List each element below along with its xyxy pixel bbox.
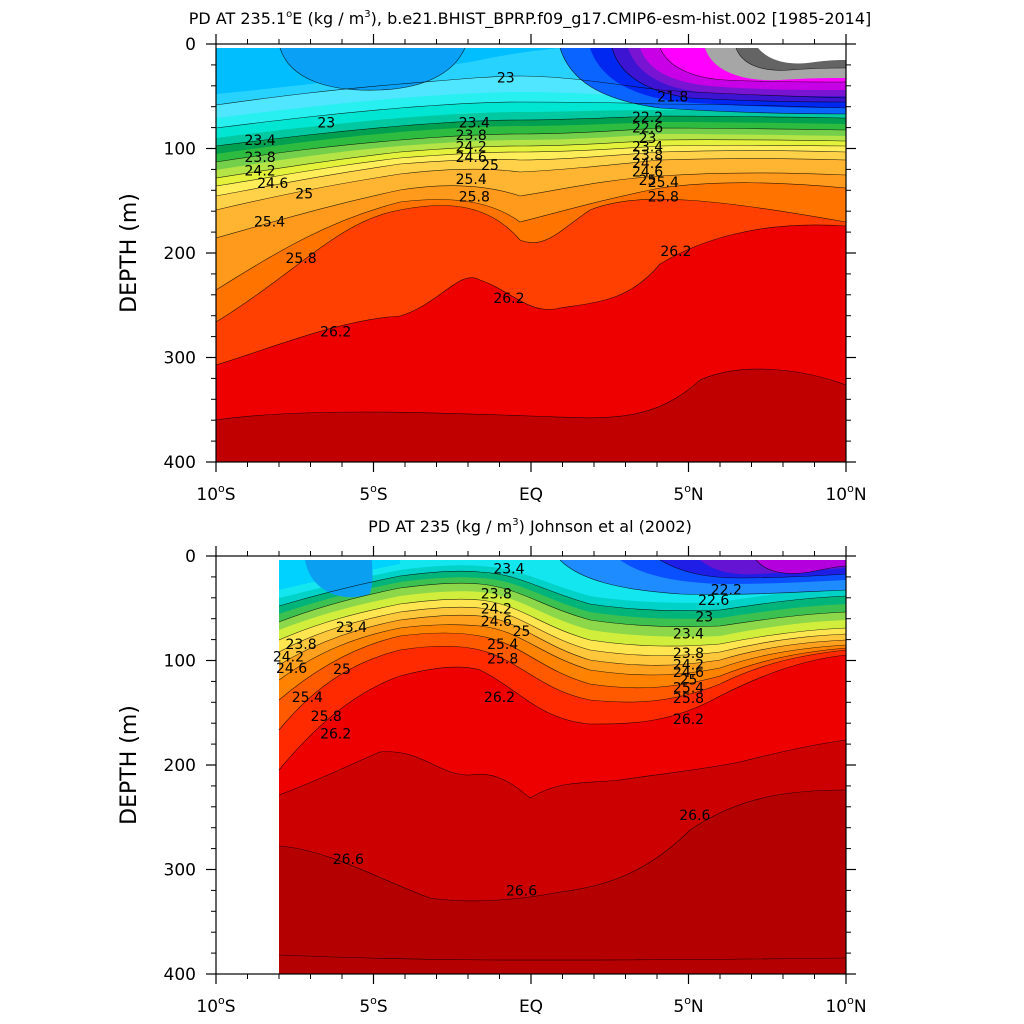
bottom-contour-label: 24.2 <box>273 649 304 665</box>
top-y-tick-label: 400 <box>164 453 196 473</box>
bottom-contour-label: 22.6 <box>698 593 729 609</box>
top-contour-label: 23.8 <box>245 150 276 166</box>
top-contour-label: 22.2 <box>632 110 663 126</box>
top-contour-label: 21.8 <box>657 89 688 105</box>
bottom-band-ne-5 <box>756 560 846 574</box>
bottom-x-tick-label: EQ <box>519 997 543 1017</box>
bottom-contour-label: 23.4 <box>493 562 524 578</box>
top-contour-label: 24.6 <box>632 164 663 180</box>
bottom-contour-label: 24.2 <box>481 601 512 617</box>
bottom-x-tick-label: 5oS <box>359 994 387 1017</box>
top-contour-label: 23.4 <box>459 115 490 131</box>
bottom-contour-label: 23 <box>695 610 713 626</box>
bottom-y-tick-label: 300 <box>164 861 196 881</box>
bottom-contour-label: 25.8 <box>311 709 342 725</box>
bottom-contour-lines <box>278 559 847 961</box>
bottom-contour-label: 22.2 <box>711 582 742 598</box>
bottom-contour-label: 23.8 <box>481 587 512 603</box>
bottom-y-tick-label: 100 <box>164 652 196 672</box>
top-contour-label: 25.4 <box>648 175 679 191</box>
bottom-contour-label: 24.2 <box>673 658 704 674</box>
bottom-contour-labels: 23.423.824.224.6 2525.425.826.223.423.824… <box>273 562 742 900</box>
bottom-contour-label: 26.6 <box>333 852 364 868</box>
bottom-contour-label: 23.8 <box>285 637 316 653</box>
top-y-tick-label: 0 <box>185 35 196 55</box>
top-contour-label: 25.8 <box>285 251 316 267</box>
top-contour-label: 23.4 <box>632 139 663 155</box>
bottom-x-tick-label: 5oN <box>673 994 703 1017</box>
bottom-contour-label: 24.6 <box>673 665 704 681</box>
top-contour-labels: 232323.423.824.224.62525.425.826.223.423… <box>245 70 692 340</box>
top-contour-label: 24.6 <box>257 176 288 192</box>
top-contour-label: 23 <box>497 70 515 86</box>
bottom-x-tick-label: 10oN <box>825 994 866 1017</box>
top-contour-label: 26.2 <box>493 291 524 307</box>
bottom-contour-label: 26.2 <box>484 690 515 706</box>
top-contour-field <box>216 48 846 462</box>
bottom-contour-label: 24.6 <box>481 614 512 630</box>
top-contour-label: 25.4 <box>254 215 285 231</box>
top-contour-label: 23.8 <box>456 128 487 144</box>
bottom-x-tick-label: 10oS <box>196 994 235 1017</box>
bottom-contour-label: 25.4 <box>292 690 323 706</box>
top-contour-label: 25.4 <box>456 172 487 188</box>
bottom-y-axis-title: DEPTH (m) <box>117 705 142 825</box>
bottom-y-tick-label: 200 <box>164 756 196 776</box>
top-x-tick-label: 5oS <box>359 482 387 505</box>
top-contour-label: 24.2 <box>245 163 276 179</box>
top-x-tick-label: EQ <box>519 485 543 505</box>
top-x-tick-label: 5oN <box>673 482 703 505</box>
top-blob-cool <box>280 48 465 91</box>
top-contour-label: 22.6 <box>632 121 663 137</box>
bottom-y-tick-label: 400 <box>164 965 196 985</box>
bottom-contour-label: 26.2 <box>673 712 704 728</box>
top-contour-label: 25 <box>639 173 657 189</box>
top-x-tick-label: 10oS <box>196 482 235 505</box>
bottom-contour-label: 26.6 <box>679 808 710 824</box>
top-y-tick-label: 200 <box>164 244 196 264</box>
top-contour-label: 23 <box>639 131 657 147</box>
top-band-ne-9 <box>758 48 846 64</box>
top-contour-label: 25.8 <box>459 190 490 206</box>
bottom-chart-title: PD AT 235 (kg / m3) Johnson et al (2002) <box>368 517 692 536</box>
top-contour-label: 23.4 <box>245 133 276 149</box>
top-contour-label: 24.2 <box>632 156 663 172</box>
bottom-y-tick-label: 0 <box>185 547 196 567</box>
top-contour-label: 24.6 <box>456 150 487 166</box>
bottom-contour-label: 25 <box>680 672 698 688</box>
top-y-tick-label: 300 <box>164 349 196 369</box>
top-contour-label: 23 <box>317 115 335 131</box>
top-chart-title: PD AT 235.1oE (kg / m3), b.e21.BHIST_BPR… <box>189 9 872 29</box>
bottom-contour-label: 25 <box>333 662 351 678</box>
bottom-contour-label: 25.8 <box>673 691 704 707</box>
top-contour-label: 25 <box>295 186 313 202</box>
bottom-contour-label: 25.4 <box>673 681 704 697</box>
top-contour-label: 26.2 <box>320 324 351 340</box>
top-contour-label: 25 <box>481 158 499 174</box>
bottom-contour-label: 23.4 <box>336 620 367 636</box>
top-contour-label: 26.2 <box>660 244 691 260</box>
bottom-contour-label: 26.6 <box>506 883 537 899</box>
bottom-contour-label: 23.8 <box>673 646 704 662</box>
bottom-contour-label: 25 <box>513 624 531 640</box>
bottom-contour-label: 25.8 <box>487 651 518 667</box>
top-contour-label: 23.8 <box>632 148 663 164</box>
bottom-contour-label: 23.4 <box>673 626 704 642</box>
bottom-contour-label: 26.2 <box>320 727 351 743</box>
bottom-panel: PD AT 235 (kg / m3) Johnson et al (2002) <box>117 517 867 1017</box>
top-x-tick-label: 10oN <box>825 482 866 505</box>
top-contour-label: 24.2 <box>456 139 487 155</box>
top-contour-label: 25.8 <box>648 190 679 206</box>
bottom-contour-label: 24.6 <box>276 661 307 677</box>
bottom-contour-label: 25.4 <box>487 637 518 653</box>
top-y-axis-title: DEPTH (m) <box>117 193 142 313</box>
top-panel: PD AT 235.1oE (kg / m3), b.e21.BHIST_BPR… <box>117 9 871 505</box>
bottom-blob-cool <box>305 560 373 598</box>
top-y-tick-label: 100 <box>164 140 196 160</box>
top-contour-lines <box>215 47 847 421</box>
